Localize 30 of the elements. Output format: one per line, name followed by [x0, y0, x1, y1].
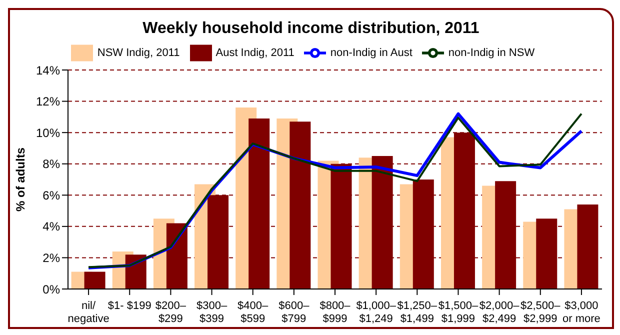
- x-tick-label: $2,000– $2,499: [479, 300, 520, 325]
- chart-title: Weekly household income distribution, 2011: [142, 20, 480, 39]
- x-tick-label: $800– $999: [320, 300, 352, 325]
- y-tick-label: 8%: [42, 157, 60, 172]
- y-axis-title: % of adults: [13, 147, 28, 212]
- y-tick-label: 10%: [36, 126, 60, 140]
- bar: [577, 204, 598, 289]
- bar: [290, 122, 311, 289]
- y-tick-label: 4%: [42, 220, 60, 234]
- x-tick-label: nil/ negative: [68, 300, 110, 325]
- x-tick-label: $2,500– $2,999: [520, 300, 562, 325]
- x-tick-label: $1,250– $1,499: [397, 300, 438, 325]
- y-tick-label: 6%: [42, 188, 60, 202]
- x-tick-label: $400– $599: [238, 300, 270, 325]
- x-tick-label: $300– $399: [196, 300, 228, 325]
- y-tick-label: 0%: [42, 282, 60, 296]
- x-tick-label: $1- $199: [108, 300, 152, 312]
- bar: [84, 272, 106, 289]
- y-tick-label: 14%: [36, 63, 60, 78]
- legend-label: non-Indig in NSW: [448, 46, 535, 59]
- x-tick-label: $3,000 or more: [562, 300, 600, 325]
- x-tick-label: $600– $799: [278, 300, 310, 325]
- legend-label: non-Indig in Aust: [330, 46, 412, 59]
- y-tick-label: 12%: [36, 94, 60, 109]
- legend-label: Aust Indig, 2011: [216, 46, 294, 59]
- x-tick-label: $200– $299: [155, 300, 187, 325]
- x-tick-label: $1,500– $1,999: [438, 300, 479, 325]
- y-tick-label: 2%: [42, 250, 60, 265]
- legend-label: NSW Indig, 2011: [97, 46, 180, 59]
- x-tick-label: $1,000– $1,249: [356, 300, 397, 325]
